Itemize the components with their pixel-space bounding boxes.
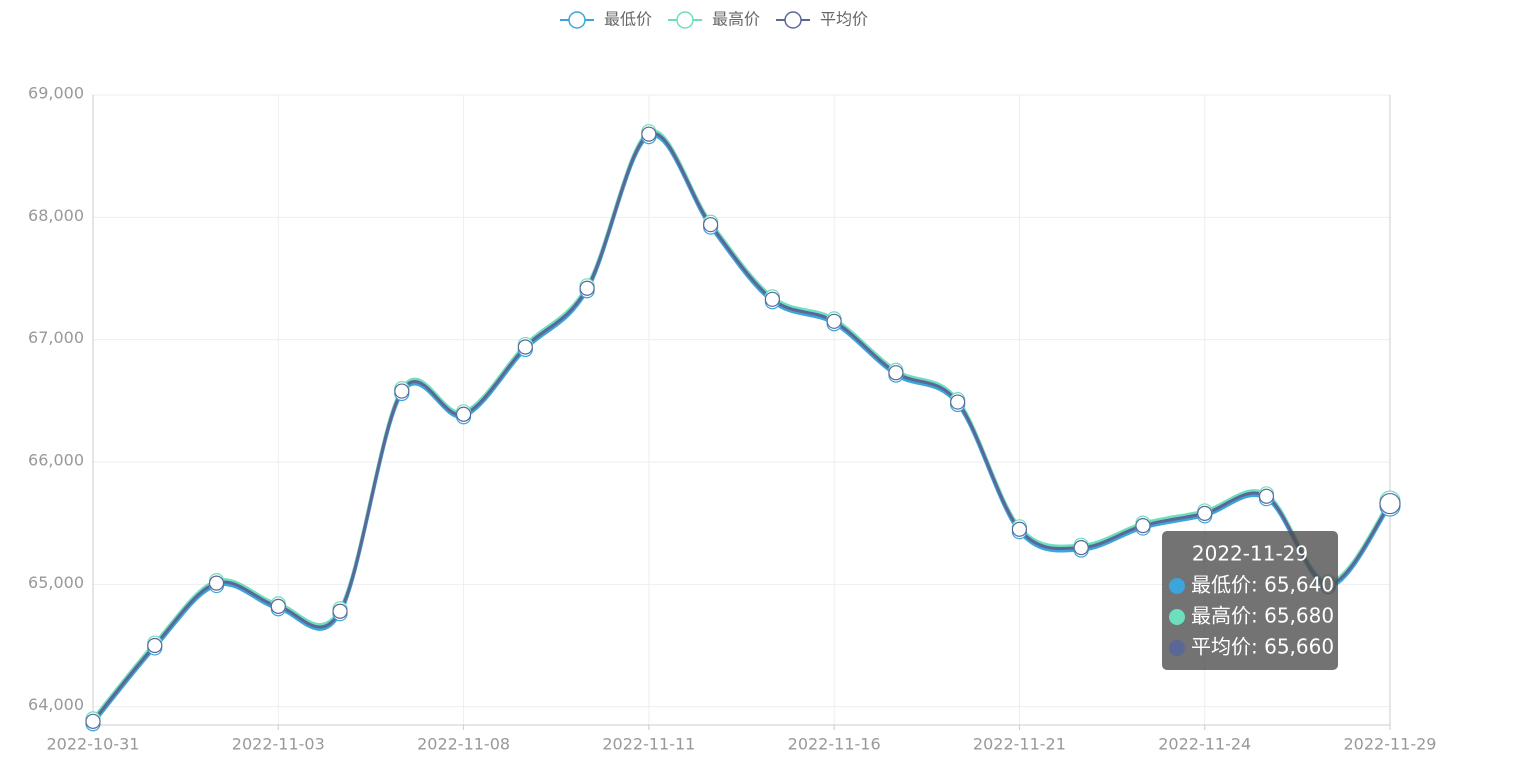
legend-item: 最低价 (560, 10, 652, 29)
point-marker (703, 217, 719, 233)
legend-marker (784, 11, 802, 29)
tooltip-box (1162, 531, 1338, 670)
x-tick-label: 2022-10-31 (47, 735, 140, 754)
point-marker (641, 126, 657, 142)
point-marker (826, 313, 842, 329)
point-marker (1135, 518, 1151, 534)
point-marker (332, 603, 348, 619)
point-marker (764, 291, 780, 307)
tooltip: 2022-11-29 最低价: 65,640 最高价: 65,680 平均价: 65,… (1162, 531, 1338, 670)
x-tick-label: 2022-11-29 (1344, 735, 1437, 754)
legend-label: 最低价 (604, 10, 652, 29)
point-marker (950, 394, 966, 410)
y-tick-label: 68,000 (28, 206, 84, 225)
tooltip-title: 2022-11-29 (1192, 542, 1308, 566)
point-marker (270, 598, 286, 614)
x-tick-label: 2022-11-16 (788, 735, 881, 754)
y-tick-label: 67,000 (28, 328, 84, 347)
y-tick-label: 64,000 (28, 695, 84, 714)
x-tick-label: 2022-11-11 (602, 735, 695, 754)
legend-label: 平均价 (820, 10, 868, 29)
point-marker (888, 365, 904, 381)
point-marker (517, 339, 533, 355)
point-marker (455, 406, 472, 422)
y-tick-label: 69,000 (28, 84, 84, 103)
legend-marker (568, 11, 586, 29)
point-marker (208, 575, 225, 591)
legend-item: 最高价 (668, 10, 760, 29)
x-tick-label: 2022-11-03 (232, 735, 325, 754)
legend-item: 平均价 (776, 10, 868, 29)
tooltip-line: 最低价: 65,640 (1191, 573, 1334, 597)
x-tick-label: 2022-11-24 (1158, 735, 1251, 754)
legend-label: 最高价 (712, 10, 760, 29)
point-marker (147, 637, 163, 654)
y-tick-label: 66,000 (28, 450, 84, 469)
tooltip-dot (1169, 640, 1185, 656)
tooltip-line: 最高价: 65,680 (1191, 604, 1334, 628)
tooltip-line: 平均价: 65,660 (1191, 635, 1334, 659)
point-marker (1073, 540, 1089, 556)
point-marker (1197, 505, 1213, 521)
x-tick-label: 2022-11-21 (973, 735, 1066, 754)
tooltip-dot (1169, 609, 1185, 625)
x-tick-label: 2022-11-08 (417, 735, 510, 754)
legend-marker (676, 11, 694, 29)
point-marker (1258, 488, 1275, 504)
point-marker (1379, 492, 1401, 515)
point-marker (1011, 521, 1028, 537)
y-tick-label: 65,000 (28, 573, 84, 592)
point-marker (394, 383, 410, 399)
point-marker (85, 713, 101, 729)
tooltip-dot (1169, 578, 1185, 594)
point-marker (579, 280, 595, 296)
